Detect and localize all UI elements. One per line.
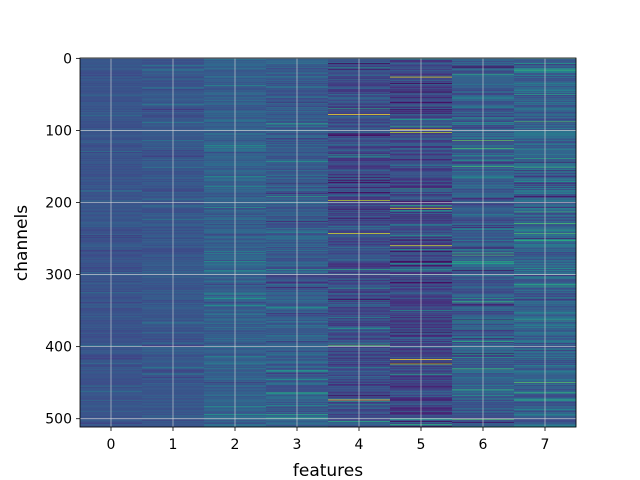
x-tick-label: 5 [417,437,426,453]
x-tick-label: 3 [293,437,302,453]
y-tick-label: 300 [45,268,72,284]
x-axis-ticks: 0 1 2 3 4 5 6 7 [107,427,550,453]
grid-lines [80,57,576,427]
y-axis-label: channels [12,205,32,281]
plot-frame [79,57,577,428]
y-axis-ticks: 0 100 200 300 400 500 [45,51,80,428]
x-tick-label: 6 [479,437,488,453]
x-tick-label: 7 [541,437,550,453]
y-tick-label: 500 [45,412,72,428]
x-tick-label: 0 [107,437,116,453]
x-tick-label: 4 [355,437,364,453]
y-tick-label: 100 [45,123,72,139]
heatmap-cells [80,58,577,428]
y-tick-label: 200 [45,196,72,212]
x-tick-label: 1 [169,437,178,453]
y-tick-label: 400 [45,340,72,356]
x-tick-label: 2 [231,437,240,453]
x-axis-label: features [293,461,363,480]
y-tick-label: 0 [63,51,72,67]
